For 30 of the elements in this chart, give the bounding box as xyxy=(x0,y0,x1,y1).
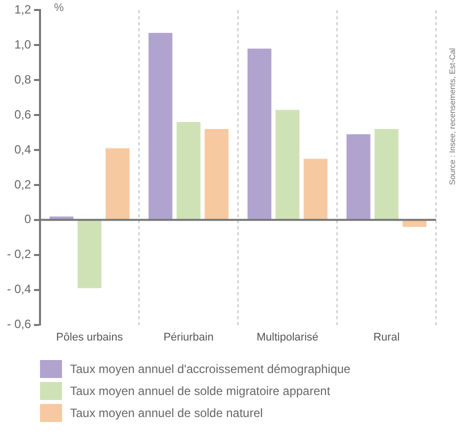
legend-label: Taux moyen annuel de solde migratoire apparent xyxy=(70,384,330,398)
bar xyxy=(78,220,102,288)
y-tick-label: 1,0 xyxy=(14,37,32,52)
x-tick-label: Rural xyxy=(373,331,400,344)
bar xyxy=(176,122,200,220)
legend-label: Taux moyen annuel d'accroissement démographique xyxy=(70,362,350,376)
bar xyxy=(106,148,130,220)
y-tick-label: 0 xyxy=(24,212,32,226)
bar xyxy=(304,158,328,220)
bar xyxy=(276,110,300,220)
y-tick-label: - 0,2 xyxy=(6,247,32,262)
y-tick-label: 0,2 xyxy=(14,177,32,192)
x-tick-label: Pôles urbains xyxy=(56,331,124,344)
y-tick-label: 0,4 xyxy=(14,142,32,156)
bar xyxy=(248,48,272,220)
x-tick-label: Périurbain xyxy=(163,331,214,344)
bar xyxy=(346,134,370,220)
bar xyxy=(374,129,398,220)
y-tick-label: 0,8 xyxy=(14,72,32,86)
y-tick-label: - 0,4 xyxy=(6,282,32,296)
legend-label: Taux moyen annuel de solde naturel xyxy=(70,406,263,420)
source-note: Source : Insee, recensements, Est-Cal xyxy=(448,48,457,185)
bar xyxy=(402,220,426,227)
y-axis-title: % xyxy=(54,2,64,14)
y-tick-label: 0,6 xyxy=(14,107,32,122)
bar xyxy=(204,129,228,220)
y-tick-label: - 0,6 xyxy=(6,317,32,332)
x-tick-label: Multipolarisé xyxy=(256,331,318,344)
bar xyxy=(148,32,172,220)
y-tick-label: 1,2 xyxy=(14,2,32,17)
